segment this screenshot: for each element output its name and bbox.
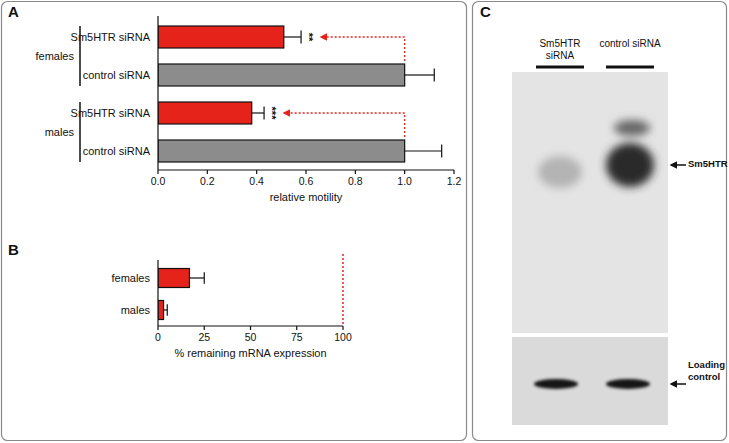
panel-frame bbox=[2, 2, 467, 441]
band bbox=[606, 379, 650, 389]
band-label: Sm5HTR bbox=[688, 158, 728, 170]
error-cap bbox=[300, 30, 301, 43]
lane-bar bbox=[606, 66, 654, 69]
x-tick bbox=[157, 170, 158, 174]
lane-label: control siRNA bbox=[598, 38, 662, 50]
figure: A Sm5HTR siRNA control siRNA Sm5HTR siRNA co… bbox=[0, 0, 729, 443]
y-axis bbox=[157, 16, 158, 170]
bands bbox=[538, 120, 654, 188]
chart-1: Bfemales males 0 25 50 75 100 % remaining mRNA … bbox=[8, 241, 352, 359]
x-tick-label: 0.4 bbox=[249, 175, 264, 187]
x-tick bbox=[250, 326, 251, 330]
bar bbox=[158, 26, 284, 48]
band-arrow bbox=[671, 164, 686, 166]
error-cap bbox=[263, 106, 264, 119]
comparison-arrow bbox=[321, 37, 405, 61]
reference-line bbox=[342, 254, 344, 326]
error-cap bbox=[434, 68, 435, 81]
group-label: males bbox=[45, 126, 75, 138]
band bbox=[614, 120, 650, 136]
band-label: Loading control bbox=[688, 359, 728, 383]
bar bbox=[158, 269, 189, 288]
x-tick bbox=[256, 170, 257, 174]
error-bar bbox=[405, 150, 442, 151]
group-label: females bbox=[35, 50, 74, 62]
x-tick-label: 1.2 bbox=[447, 175, 462, 187]
x-axis-title: % remaining mRNA expression bbox=[174, 347, 326, 359]
x-tick-label: 100 bbox=[334, 331, 352, 343]
lane-bar bbox=[536, 66, 584, 69]
x-tick bbox=[355, 170, 356, 174]
bar bbox=[158, 64, 405, 86]
y-axis bbox=[157, 260, 158, 326]
panel-label: C bbox=[480, 3, 491, 20]
error-bar bbox=[252, 112, 264, 113]
figure-svg: A Sm5HTR siRNA control siRNA Sm5HTR siRNA co… bbox=[0, 0, 729, 443]
category-label: Sm5HTR siRNA bbox=[71, 31, 151, 43]
x-tick-label: 75 bbox=[291, 331, 303, 343]
category-label: males bbox=[121, 304, 151, 316]
bar bbox=[158, 102, 252, 124]
x-tick-label: 0 bbox=[155, 331, 161, 343]
panel-label: B bbox=[8, 241, 19, 258]
error-bar bbox=[189, 277, 204, 278]
band bbox=[538, 156, 582, 188]
x-tick bbox=[453, 170, 454, 174]
x-tick bbox=[404, 170, 405, 174]
lane-label: Sm5HTR siRNA bbox=[528, 38, 592, 62]
panel-label: A bbox=[8, 3, 19, 20]
band bbox=[534, 379, 578, 389]
significance: ** bbox=[303, 33, 315, 42]
x-tick bbox=[207, 170, 208, 174]
x-tick-label: 50 bbox=[245, 331, 257, 343]
x-axis-title: relative motility bbox=[270, 191, 343, 203]
band bbox=[606, 143, 654, 187]
category-label: females bbox=[111, 272, 150, 284]
x-tick bbox=[296, 326, 297, 330]
error-bar bbox=[284, 36, 301, 37]
x-tick-label: 0.0 bbox=[151, 175, 166, 187]
x-tick-label: 0.2 bbox=[200, 175, 215, 187]
x-tick-label: 0.8 bbox=[348, 175, 363, 187]
comparison-arrow bbox=[284, 113, 405, 137]
x-tick-label: 0.6 bbox=[299, 175, 314, 187]
x-tick-label: 25 bbox=[198, 331, 210, 343]
bands bbox=[534, 379, 650, 389]
bar bbox=[158, 301, 164, 320]
group-bracket bbox=[79, 26, 81, 86]
category-label: control siRNA bbox=[83, 69, 151, 81]
category-label: control siRNA bbox=[83, 145, 151, 157]
bar bbox=[158, 140, 405, 162]
chart-0: A Sm5HTR siRNA control siRNA Sm5HTR siRNA co… bbox=[8, 3, 461, 203]
marks bbox=[158, 269, 204, 320]
category-label: Sm5HTR siRNA bbox=[71, 107, 151, 119]
blot-panel: C bbox=[480, 3, 686, 425]
x-tick bbox=[157, 326, 158, 330]
marks bbox=[158, 26, 442, 162]
error-cap bbox=[441, 144, 442, 157]
error-cap bbox=[204, 272, 205, 283]
blot-membrane bbox=[512, 72, 668, 333]
x-tick-label: 1.0 bbox=[397, 175, 412, 187]
error-bar bbox=[405, 74, 435, 75]
error-cap bbox=[167, 304, 168, 315]
band-arrow bbox=[671, 383, 686, 385]
x-tick bbox=[305, 170, 306, 174]
blot-membrane bbox=[512, 337, 668, 425]
x-tick bbox=[342, 326, 343, 330]
group-bracket bbox=[79, 102, 81, 162]
x-tick bbox=[204, 326, 205, 330]
significance: *** bbox=[266, 107, 278, 121]
